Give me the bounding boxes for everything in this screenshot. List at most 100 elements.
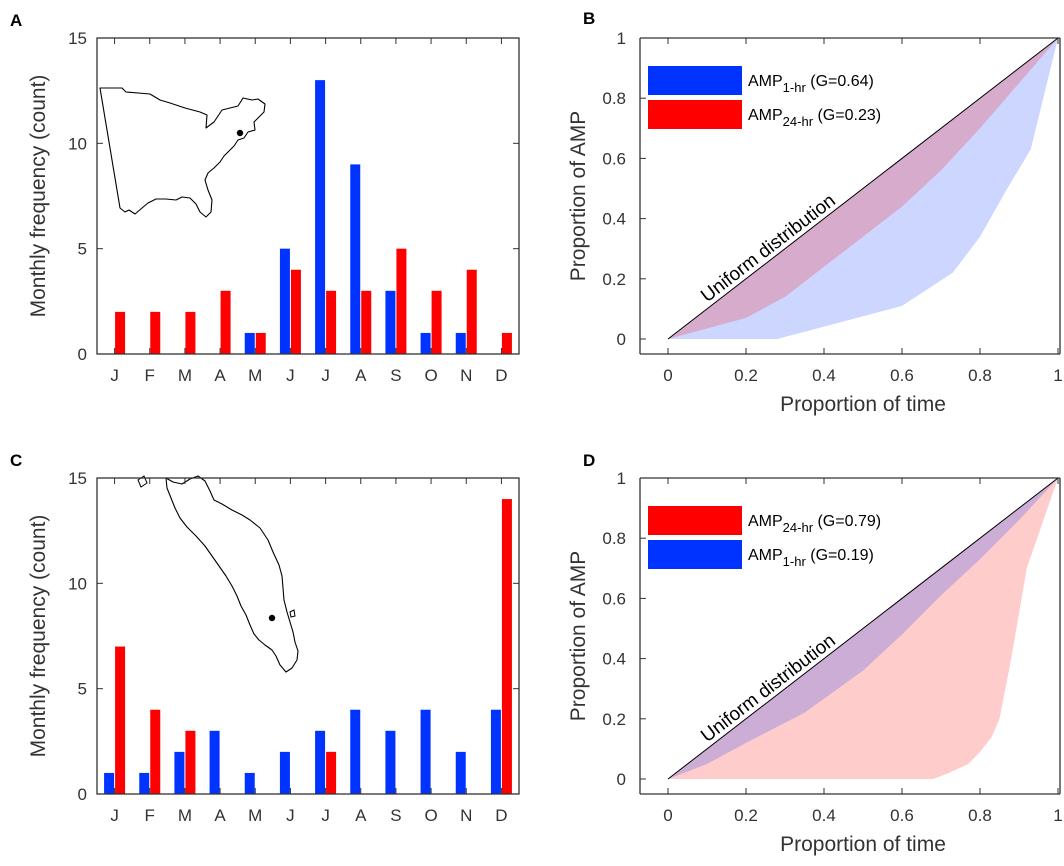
legend-swatch [648,540,742,569]
y-axis-label: Monthly frequency (count) [27,75,50,318]
legend-sub: 24-hr [783,114,814,129]
bar-a-s1-7 [361,290,372,354]
bar-a-s1-4 [255,332,266,354]
x-tick-label: F [145,366,155,385]
legend-rest: (G=0.19) [806,547,874,564]
bar-a-s1-2 [185,311,196,354]
x-tick-label: F [145,806,155,825]
x-tick-label: N [460,806,472,825]
y-axis-label: Monthly frequency (count) [27,515,50,758]
x-tick-label: J [286,806,295,825]
map-malay-peninsula-outline [165,475,299,673]
bar-a-s0-7 [350,164,361,354]
map-malay-peninsula-location-dot [268,614,276,622]
y-tick-label: 0.4 [602,210,626,229]
bar-a-s1-5 [290,269,301,354]
bar-a-s0-9 [420,332,431,354]
x-tick-label: O [424,806,437,825]
legend-entry: AMP24-hr (G=0.79) [748,513,881,535]
x-axis-label: Proportion of time [780,833,946,856]
island-outline [289,609,296,618]
panel-c-axes-box [96,477,520,795]
uniform-line [667,37,1059,340]
map-northeast-us-location-dot [236,129,244,137]
bar-c-s0-1 [139,772,150,794]
y-tick-label: 10 [68,134,87,153]
y-tick-label: 0.6 [602,589,626,608]
legend-sub: 1-hr [783,554,807,569]
bar-a-s1-3 [220,290,231,354]
y-tick-label: 15 [68,469,87,488]
x-tick-label: S [390,366,401,385]
panel-a: J F M A M J J A S O N D 0 5 10 15 Monthly frequency (cou… [10,11,520,385]
map-northeast-us-outline [99,87,266,218]
x-tick-label: J [286,366,295,385]
panel-letter: A [10,11,22,30]
bar-c-s0-8 [385,730,396,794]
bar-c-s0-10 [455,751,466,794]
x-tick-label: 0.8 [968,366,992,385]
legend-entry: AMP1-hr (G=0.19) [748,547,874,569]
y-axis-label: Proportion of AMP [567,551,590,721]
panel-c: J F M A M J J A S O N D 0 5 10 15 Monthly frequency (cou… [10,451,520,825]
y-tick-label: 0.4 [602,650,626,669]
panel-letter: B [583,9,595,28]
bar-c-s1-0 [115,646,126,794]
x-tick-label: A [214,806,226,825]
bar-a-s0-10 [455,332,466,354]
x-tick-label: M [178,366,192,385]
x-tick-label: D [495,806,507,825]
bar-c-s1-1 [150,709,161,794]
bar-c-s0-0 [104,772,115,794]
x-tick-label: J [110,806,119,825]
panel-letter: C [10,451,22,470]
legend-swatch [648,66,742,95]
y-tick-label: 5 [78,240,87,259]
panel-a-axes-box [96,37,520,355]
x-tick-label: 0.4 [812,366,836,385]
x-tick-label: N [460,366,472,385]
bar-c-s0-9 [420,709,431,794]
x-tick-label: A [355,366,367,385]
legend-sub: 1-hr [783,80,807,95]
x-tick-label: O [424,366,437,385]
x-tick-label: 0.6 [890,366,914,385]
x-tick-label: 1 [1053,366,1062,385]
x-axis-label: Proportion of time [780,393,946,416]
x-tick-label: M [248,806,262,825]
bar-a-s0-8 [385,290,396,354]
legend-base: AMP [748,73,783,90]
x-tick-label: M [248,366,262,385]
x-tick-label: 0.4 [812,806,836,825]
legend-rest: (G=0.64) [806,73,874,90]
y-tick-label: 0 [78,785,87,804]
panel-letter: D [583,451,595,470]
bar-a-s1-8 [396,248,407,354]
legend-base: AMP [748,513,783,530]
y-tick-label: 1 [617,29,626,48]
legend-entry: AMP24-hr (G=0.23) [748,107,881,129]
bar-a-s1-6 [326,290,337,354]
bar-c-s0-3 [209,730,220,794]
bar-c-s1-6 [326,751,337,794]
bar-c-s0-2 [174,751,185,794]
legend-swatch [648,100,742,129]
x-tick-label: A [355,806,367,825]
legend-entry: AMP1-hr (G=0.64) [748,73,874,95]
legend-base: AMP [748,547,783,564]
legend-rest: (G=0.79) [813,513,881,530]
y-tick-label: 0.2 [602,710,626,729]
bar-a-s0-4 [244,332,255,354]
x-tick-label: 0.8 [968,806,992,825]
bar-c-s0-4 [244,772,255,794]
x-tick-label: J [321,366,330,385]
x-tick-label: 1 [1053,806,1062,825]
island-outline [137,475,148,488]
y-tick-label: 0 [617,330,626,349]
bar-c-s1-11 [501,499,512,794]
legend-base: AMP [748,107,783,124]
bar-a-s1-10 [466,269,477,354]
